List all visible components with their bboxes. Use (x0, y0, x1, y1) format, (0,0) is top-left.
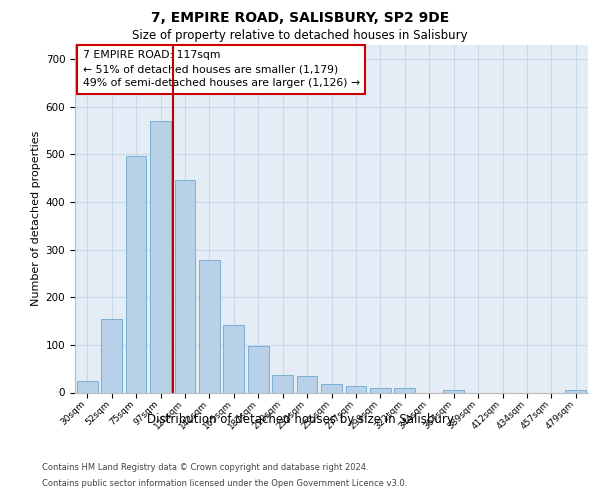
Bar (321, 384, 342, 392)
Bar (77, 380, 98, 392)
Bar (223, 325, 244, 392)
Bar (199, 260, 220, 392)
Bar (150, 121, 171, 392)
Bar (565, 390, 586, 392)
Bar (125, 156, 146, 392)
Text: Distribution of detached houses by size in Salisbury: Distribution of detached houses by size … (146, 412, 454, 426)
Bar (346, 386, 367, 392)
Bar (272, 375, 293, 392)
Bar (443, 390, 464, 392)
Y-axis label: Number of detached properties: Number of detached properties (31, 131, 41, 306)
Bar (175, 180, 196, 392)
Text: 7 EMPIRE ROAD: 117sqm
← 51% of detached houses are smaller (1,179)
49% of semi-d: 7 EMPIRE ROAD: 117sqm ← 51% of detached … (83, 50, 360, 88)
Text: 7, EMPIRE ROAD, SALISBURY, SP2 9DE: 7, EMPIRE ROAD, SALISBURY, SP2 9DE (151, 11, 449, 25)
Text: Contains public sector information licensed under the Open Government Licence v3: Contains public sector information licen… (42, 479, 407, 488)
Bar (394, 388, 415, 392)
Bar (248, 346, 269, 393)
Bar (370, 388, 391, 392)
Bar (296, 376, 317, 392)
Text: Size of property relative to detached houses in Salisbury: Size of property relative to detached ho… (132, 28, 468, 42)
Bar (101, 318, 122, 392)
Text: Contains HM Land Registry data © Crown copyright and database right 2024.: Contains HM Land Registry data © Crown c… (42, 462, 368, 471)
